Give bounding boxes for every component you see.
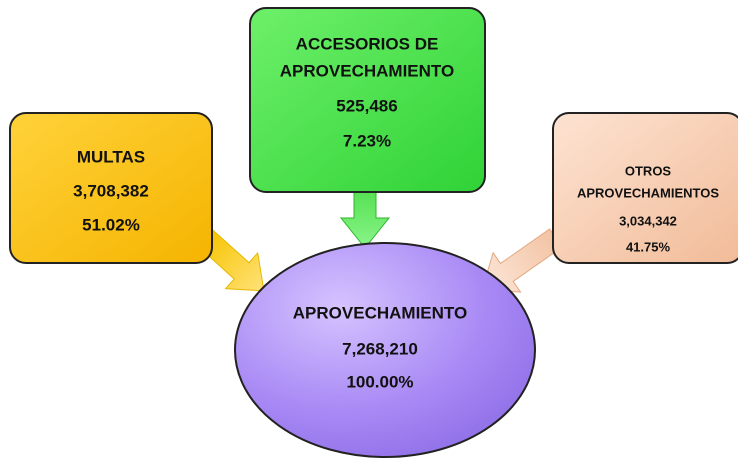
node-box xyxy=(9,112,213,264)
node-box xyxy=(552,112,738,264)
node-label: ACCESORIOS DE xyxy=(296,34,439,53)
node-label: OTROS xyxy=(625,163,672,178)
node-amount: 3,708,382 xyxy=(73,181,149,200)
node-percent: 51.02% xyxy=(82,215,140,234)
node-label: MULTAS xyxy=(77,147,145,166)
node-ellipse xyxy=(234,242,536,458)
node-amount: 525,486 xyxy=(336,96,397,115)
node-percent: 100.00% xyxy=(346,372,413,391)
node-amount: 3,034,342 xyxy=(619,213,677,228)
node-label: APROVECHAMIENTO xyxy=(280,61,454,80)
node-percent: 41.75% xyxy=(626,239,671,254)
node-amount: 7,268,210 xyxy=(342,339,418,358)
node-percent: 7.23% xyxy=(343,131,391,150)
node-label: APROVECHAMIENTOS xyxy=(577,185,719,200)
node-box xyxy=(249,7,486,193)
node-label: APROVECHAMIENTO xyxy=(293,303,467,322)
